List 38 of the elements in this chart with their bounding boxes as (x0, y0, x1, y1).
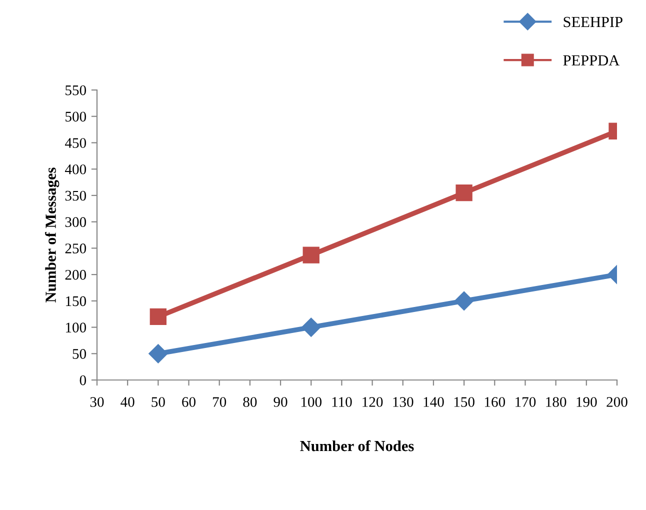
y-tick-label: 350 (65, 190, 86, 201)
y-tick-label: 150 (66, 296, 86, 306)
legend-label: SEEHPIP (564, 16, 622, 28)
y-tick-label: 550 (66, 85, 86, 96)
x-tick-label: 70 (213, 397, 226, 407)
point (302, 246, 320, 264)
point (150, 308, 167, 326)
y-tick-label: 0 (80, 375, 86, 386)
x-tick-label: 110 (332, 397, 352, 407)
y-tick-label: 300 (65, 217, 86, 228)
y-tick-label: 250 (65, 244, 86, 254)
x-tick-label: 100 (301, 397, 322, 407)
x-tick-label: 80 (243, 397, 257, 407)
x-tick-label: 140 (424, 397, 444, 407)
legend-label: PEPPDA (563, 55, 620, 66)
y-tick-label: 200 (65, 270, 86, 280)
y-tick-label: 400 (64, 164, 86, 174)
point (148, 344, 168, 364)
x-tick-label: 40 (120, 397, 134, 407)
y-tick-label: 450 (64, 138, 86, 148)
x-tick-label: 170 (516, 397, 536, 407)
x-tick-label: 200 (606, 397, 628, 407)
point (302, 318, 321, 337)
x-tick-label: 60 (182, 397, 196, 407)
y-tick-label: 500 (66, 112, 86, 122)
y-tick-label: 50 (72, 349, 86, 359)
x-tick-label: 160 (484, 397, 506, 407)
x-tick-label: 180 (546, 397, 566, 407)
x-tick-label: 30 (90, 397, 104, 407)
y-axis-title: Number of Messages (45, 168, 60, 302)
x-tick-label: 120 (362, 397, 383, 407)
x-tick-label: 50 (152, 397, 165, 407)
x-tick-label: 150 (454, 397, 474, 407)
x-tick-label: 130 (393, 397, 414, 407)
x-axis-title: Number of Nodes (300, 440, 414, 452)
x-tick-label: 90 (274, 397, 288, 407)
x-tick-label: 190 (576, 397, 597, 407)
y-tick-label: 100 (66, 322, 86, 332)
